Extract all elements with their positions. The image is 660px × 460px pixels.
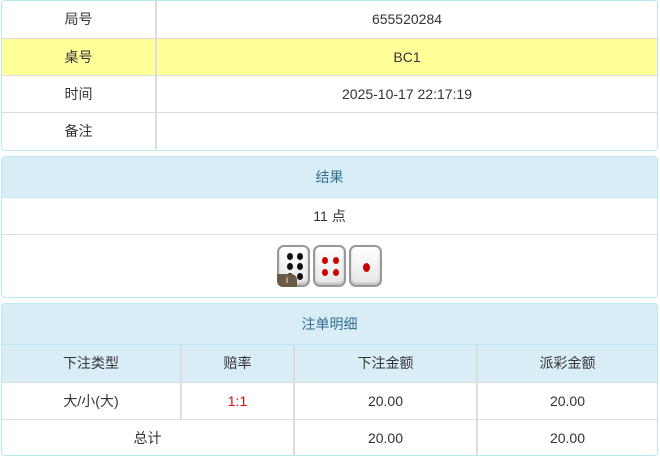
- bet-amount: 20.00: [293, 381, 477, 419]
- die-four-icon: [313, 245, 346, 287]
- note-value: [155, 111, 657, 149]
- header-payout: 派彩金额: [476, 345, 657, 382]
- row-note: 备注: [2, 111, 657, 149]
- odds: 1:1: [180, 381, 294, 419]
- row-time: 时间 2025-10-17 22:17:19: [2, 74, 657, 112]
- round-info-panel: 局号 655520284 桌号 BC1 时间 2025-10-17 22:17:19 …: [1, 0, 658, 151]
- result-title: 结果: [2, 157, 657, 198]
- info-badge-icon[interactable]: i: [277, 274, 297, 287]
- dice-row: i: [2, 235, 657, 297]
- label: 时间: [2, 74, 156, 112]
- time-value: 2025-10-17 22:17:19: [155, 74, 657, 112]
- bet-type: 大/小(大): [2, 381, 181, 419]
- table-row: 大/小(大) 1:1 20.00 20.00: [2, 381, 657, 419]
- total-payout: 20.00: [476, 418, 657, 455]
- result-panel: 结果 11 点 i: [1, 156, 658, 298]
- total-label: 总计: [2, 418, 294, 455]
- payout: 20.00: [476, 381, 657, 419]
- row-table: 桌号 BC1: [2, 37, 657, 75]
- label: 桌号: [2, 37, 156, 75]
- die-six-icon: i: [277, 245, 310, 287]
- label: 局号: [64, 11, 93, 28]
- round-number: 655520284: [155, 1, 657, 38]
- bet-header-row: 下注类型 赔率 下注金额 派彩金额: [2, 345, 657, 382]
- row-round: 局号 655520284: [2, 1, 657, 38]
- table-number: BC1: [155, 37, 657, 75]
- bet-details-title: 注单明细: [2, 304, 657, 345]
- header-bet-amount: 下注金额: [293, 345, 477, 382]
- total-amount: 20.00: [293, 418, 477, 455]
- total-row: 总计 20.00 20.00: [2, 418, 657, 455]
- header-odds: 赔率: [180, 345, 294, 382]
- header-bet-type: 下注类型: [63, 355, 119, 372]
- result-points: 11 点: [2, 198, 657, 235]
- label: 备注: [2, 111, 156, 149]
- die-one-icon: [349, 245, 382, 287]
- bet-details-panel: 注单明细 下注类型 赔率 下注金额 派彩金额 大/小(大) 1:1 20.00 …: [1, 303, 658, 456]
